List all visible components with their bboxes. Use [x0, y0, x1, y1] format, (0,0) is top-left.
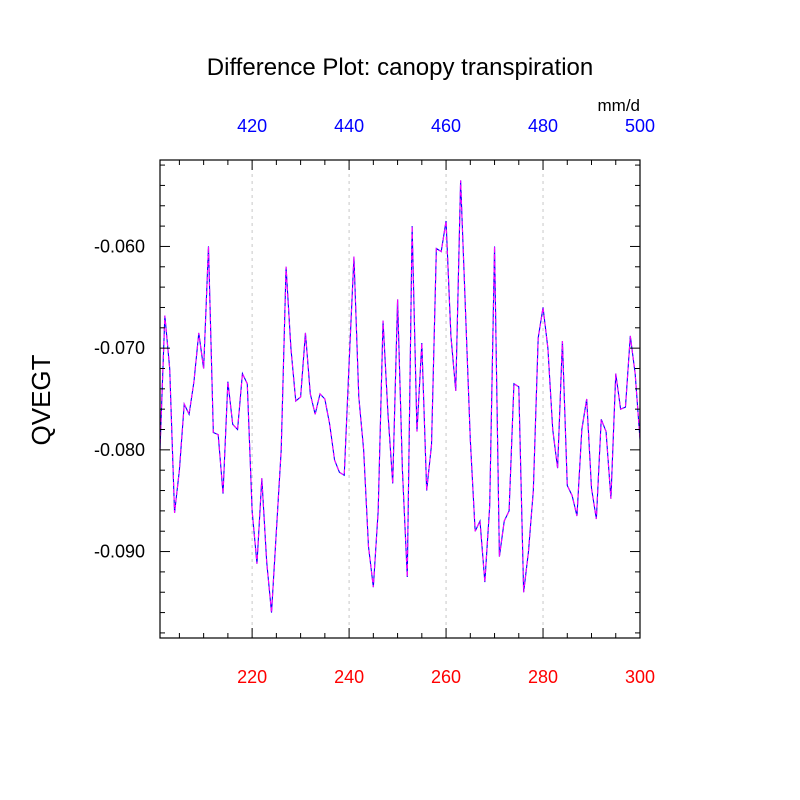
x-tick-label-bottom: 220	[237, 667, 267, 687]
axes	[159, 159, 641, 639]
plot-frame	[159, 159, 641, 639]
y-tick-label: -0.060	[94, 236, 145, 256]
x-tick-label-top: 460	[431, 116, 461, 136]
x-tick-label-top: 420	[237, 116, 267, 136]
x-tick-label-bottom: 280	[528, 667, 558, 687]
x-tick-label-bottom: 240	[334, 667, 364, 687]
series-line-0	[159, 180, 641, 613]
y-tick-label: -0.080	[94, 440, 145, 460]
y-tick-label: -0.090	[94, 542, 145, 562]
x-tick-label-top: 440	[334, 116, 364, 136]
x-tick-label-top: 500	[625, 116, 655, 136]
series-layer	[159, 180, 641, 613]
x-tick-label-bottom: 300	[625, 667, 655, 687]
grid-lines	[251, 160, 544, 638]
chart-title: Difference Plot: canopy transpiration	[207, 54, 593, 81]
series-dash-0	[159, 180, 641, 613]
tick-labels: 220 240 260 280 300 420 440 460 480 500 -0.060 -0.0…	[94, 116, 655, 687]
units-label: mm/d	[598, 96, 641, 115]
x-tick-label-bottom: 260	[431, 667, 461, 687]
y-tick-label: -0.070	[94, 338, 145, 358]
y-axis-label: QVEGT	[26, 354, 56, 445]
x-tick-label-top: 480	[528, 116, 558, 136]
